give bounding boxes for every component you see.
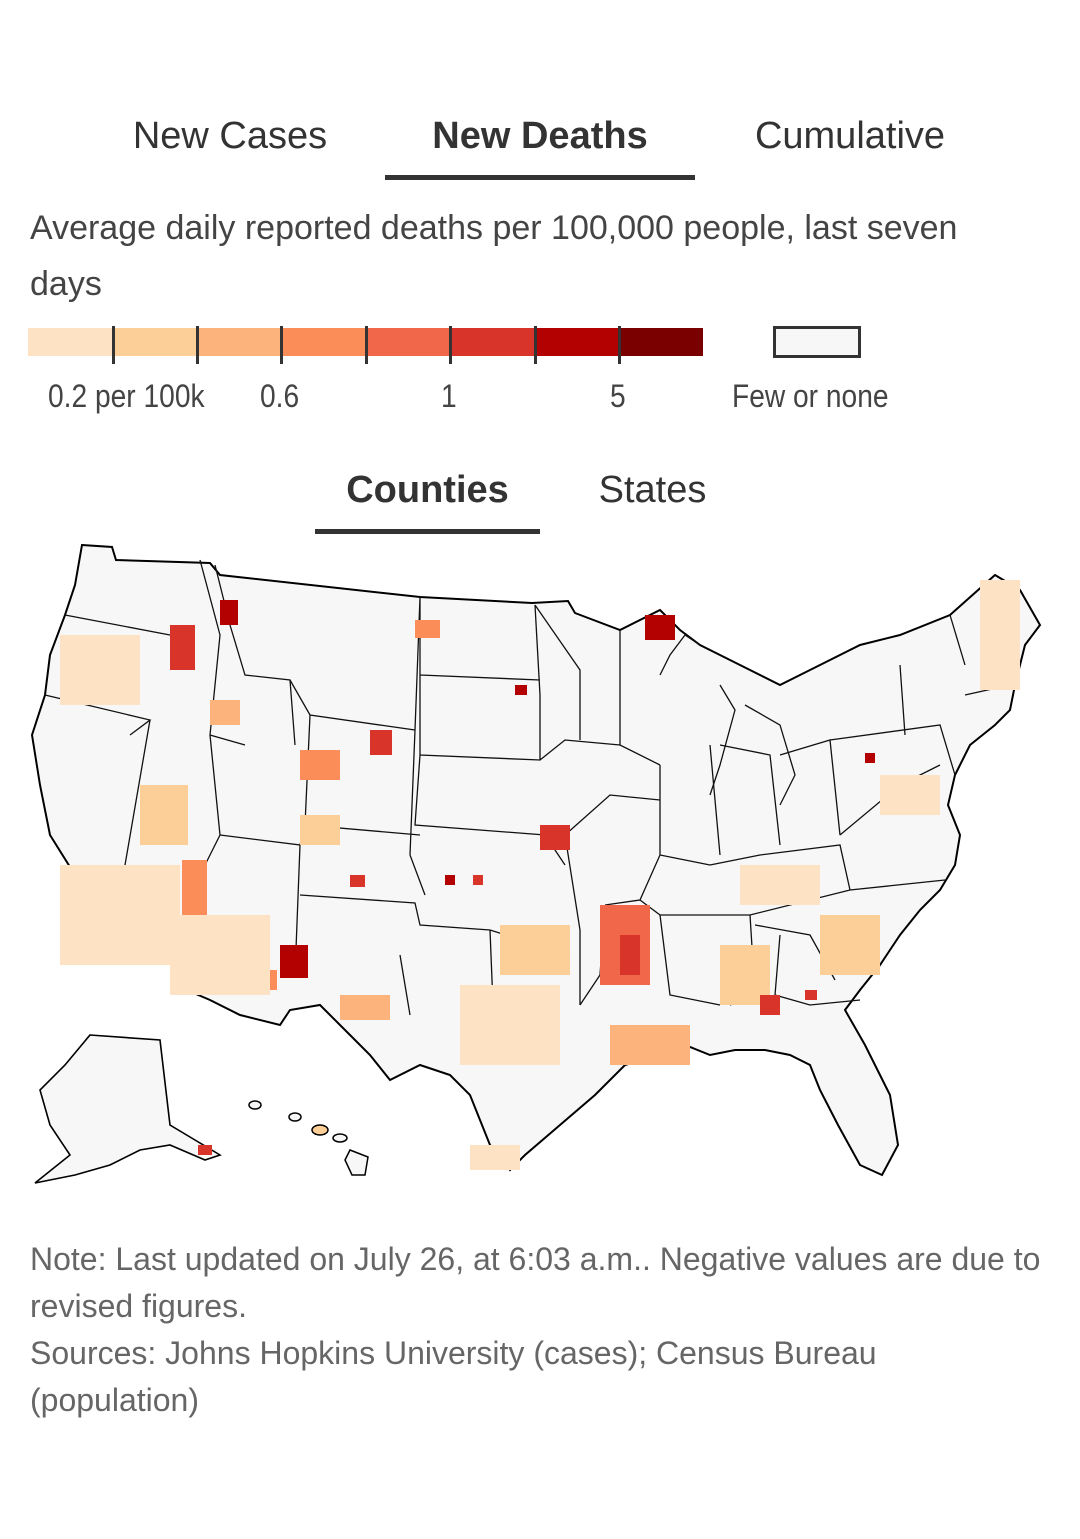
county-fills — [60, 580, 1020, 1170]
great-lakes-michigan — [659, 634, 796, 806]
hawaii-big-island[interactable] — [344, 1149, 369, 1176]
footnote: Note: Last updated on July 26, at 6:03 a… — [30, 1236, 1050, 1424]
legend-swatch-4 — [281, 328, 366, 356]
legend-tick — [280, 326, 283, 364]
hawaii-island[interactable] — [311, 1124, 329, 1136]
county — [300, 815, 340, 845]
county — [473, 875, 483, 885]
tab-cumulative[interactable]: Cumulative — [754, 115, 946, 157]
county — [880, 775, 940, 815]
county — [620, 935, 640, 975]
tab-counties[interactable]: Counties — [315, 462, 540, 534]
tab-new-deaths[interactable]: New Deaths — [385, 108, 695, 180]
tab-states[interactable]: States — [598, 469, 707, 511]
county — [740, 865, 820, 905]
legend-swatch-2 — [113, 328, 197, 356]
county — [210, 700, 240, 725]
legend-tick — [618, 326, 621, 364]
legend-label-5: 5 — [610, 378, 626, 414]
county — [980, 580, 1020, 690]
legend-swatch-7 — [535, 328, 619, 356]
county — [760, 995, 780, 1015]
alaska — [34, 1034, 222, 1184]
hawaii-island[interactable] — [248, 1100, 262, 1110]
legend-label-0-2: 0.2 per 100k — [48, 378, 205, 414]
county — [540, 825, 570, 850]
color-legend: 0.2 per 100k 0.6 1 5 Few or none — [28, 326, 908, 436]
county — [140, 785, 188, 845]
legend-swatch-1 — [28, 328, 113, 356]
county — [170, 625, 195, 670]
county — [220, 600, 238, 625]
chart-subtitle: Average daily reported deaths per 100,00… — [30, 209, 958, 303]
county — [500, 925, 570, 975]
legend-swatch-5 — [366, 328, 450, 356]
county — [340, 995, 390, 1020]
legend-label-1: 1 — [441, 378, 457, 414]
hawaii — [248, 1100, 369, 1176]
alaska-county — [198, 1145, 212, 1155]
county — [610, 1025, 690, 1065]
us-county-map[interactable] — [20, 535, 1060, 1200]
lower-48-outline — [30, 543, 1042, 1177]
footnote-update: Note: Last updated on July 26, at 6:03 a… — [30, 1241, 1041, 1324]
alaska-landmass[interactable] — [34, 1034, 222, 1184]
legend-few-or-none-swatch — [773, 326, 861, 358]
legend-swatch-8 — [619, 328, 703, 356]
legend-few-or-none-label: Few or none — [732, 378, 889, 414]
county — [300, 750, 340, 780]
legend-tick — [534, 326, 537, 364]
tab-counties-label: Counties — [346, 469, 509, 511]
county — [280, 945, 308, 978]
geography-tabs: Counties States — [0, 462, 1080, 534]
county — [60, 635, 140, 705]
legend-tick — [196, 326, 199, 364]
hawaii-island[interactable] — [332, 1133, 348, 1143]
tab-new-cases[interactable]: New Cases — [132, 115, 328, 157]
metric-tabs: New Cases New Deaths Cumulative — [0, 108, 1080, 180]
lower-48-landmass[interactable] — [30, 543, 1042, 1177]
county — [182, 860, 207, 915]
county — [170, 915, 270, 995]
footnote-sources: Sources: Johns Hopkins University (cases… — [30, 1335, 877, 1418]
county — [60, 865, 180, 965]
county — [820, 915, 880, 975]
county — [370, 730, 392, 755]
legend-swatch-3 — [197, 328, 281, 356]
legend-tick — [449, 326, 452, 364]
active-tab-underline — [385, 175, 695, 180]
county — [515, 685, 527, 695]
legend-tick — [365, 326, 368, 364]
legend-swatch-6 — [450, 328, 535, 356]
legend-tick — [112, 326, 115, 364]
county — [865, 753, 875, 763]
county — [415, 620, 440, 638]
county — [470, 1145, 520, 1170]
legend-label-0-6: 0.6 — [260, 378, 300, 414]
tab-new-deaths-label: New Deaths — [432, 115, 648, 157]
county — [645, 615, 675, 640]
county — [805, 990, 817, 1000]
active-tab-underline — [315, 529, 540, 534]
county — [445, 875, 455, 885]
county — [350, 875, 365, 887]
county — [460, 985, 560, 1065]
hawaii-island[interactable] — [288, 1112, 302, 1122]
